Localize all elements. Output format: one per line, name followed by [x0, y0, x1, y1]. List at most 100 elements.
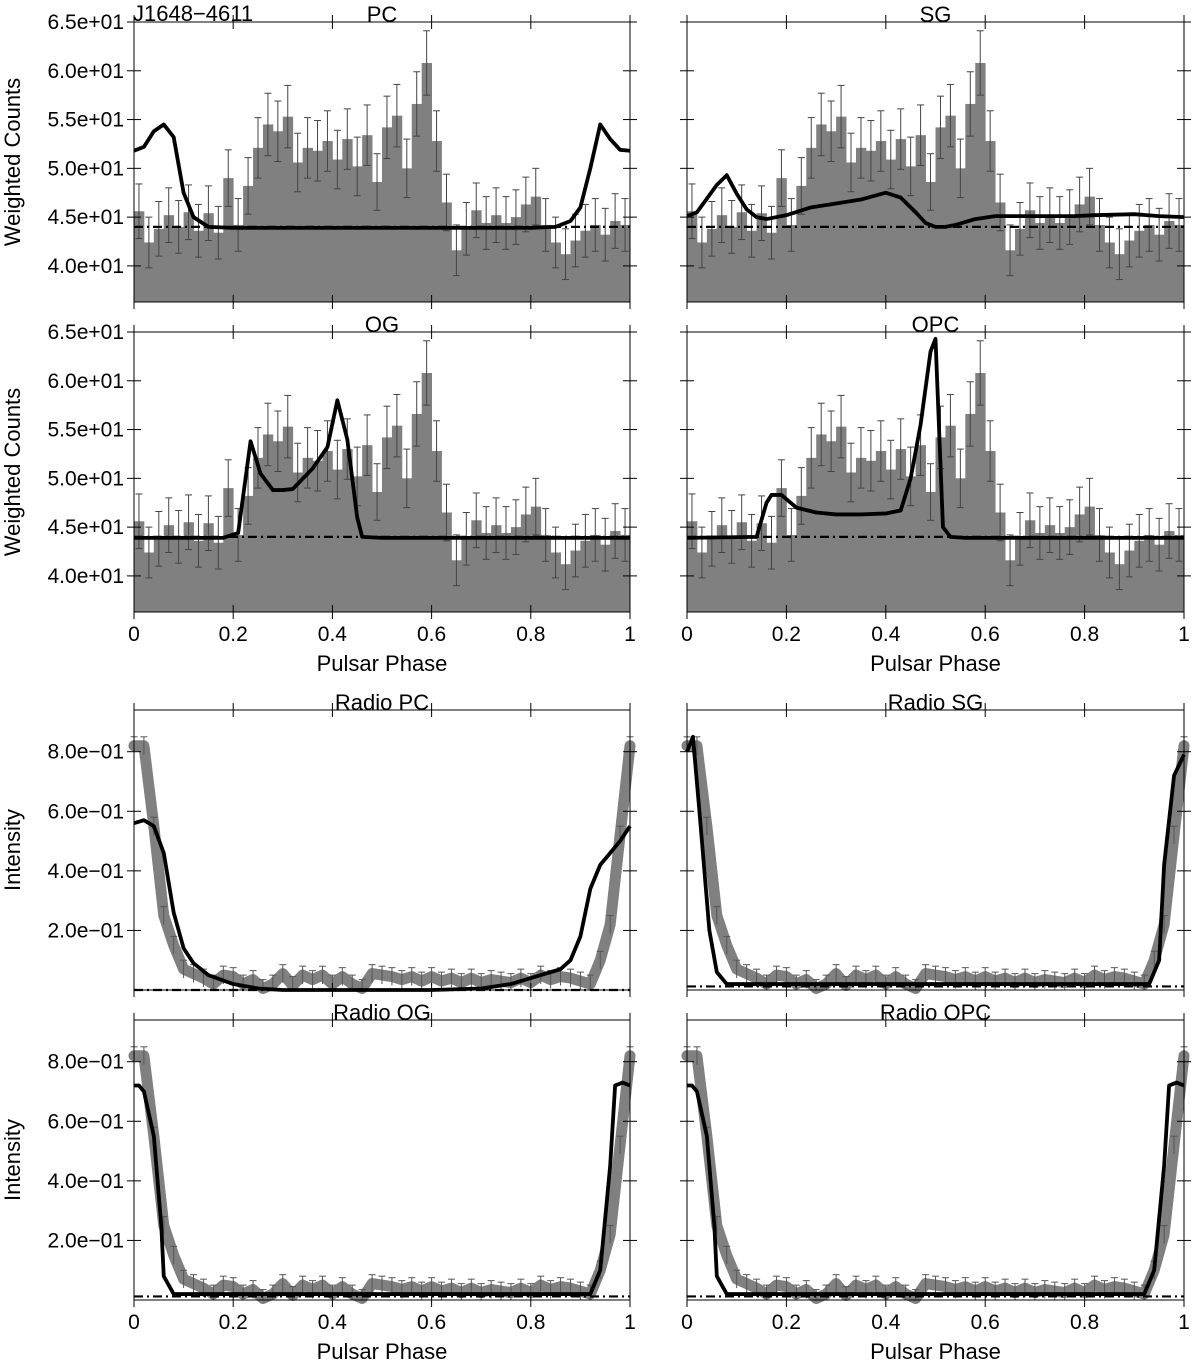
histogram-bar — [223, 178, 234, 302]
histogram-bar — [706, 538, 718, 612]
histogram-bar — [253, 147, 264, 302]
histogram-bar — [471, 520, 482, 612]
histogram-bar — [945, 115, 956, 302]
histogram-bar — [501, 532, 512, 612]
histogram-bar — [510, 217, 522, 302]
histogram-bar — [173, 536, 184, 612]
histogram-bar — [342, 449, 353, 612]
histogram-bar — [806, 147, 817, 302]
histogram-bar — [726, 536, 738, 612]
y-axis-label: Intensity — [0, 809, 25, 891]
histogram-bar — [1064, 527, 1076, 612]
histogram-bar — [600, 544, 611, 612]
histogram-bar — [590, 224, 601, 302]
histogram-bar — [253, 457, 264, 612]
histogram-bar — [925, 492, 936, 612]
histogram-bar — [935, 437, 946, 612]
histogram-bar — [945, 425, 956, 612]
histogram-bar — [540, 534, 552, 612]
x-tick-label: 0.2 — [772, 1311, 801, 1334]
y-tick-label: 4.0e−01 — [48, 860, 125, 883]
histogram-bar — [836, 116, 847, 302]
x-axis-label: Pulsar Phase — [317, 1339, 448, 1362]
histogram-bar — [1104, 552, 1115, 612]
histogram-bar — [520, 514, 532, 612]
histogram-bar — [855, 457, 867, 612]
histogram-bar — [796, 185, 807, 302]
histogram-bar — [550, 552, 561, 612]
histogram-bar — [1154, 234, 1165, 302]
histogram-bar — [855, 147, 867, 302]
plot-frame — [686, 21, 1185, 303]
histogram-bar — [292, 472, 304, 612]
histogram-bar — [995, 512, 1006, 612]
histogram-bar — [1015, 538, 1026, 612]
histogram-bar — [826, 441, 837, 612]
y-tick-label: 4.5e+01 — [48, 516, 125, 539]
x-tick-label: 0.4 — [318, 1311, 348, 1334]
histogram-bar — [826, 131, 837, 302]
histogram-bar — [530, 506, 542, 612]
histogram-bar — [885, 469, 897, 612]
y-tick-label: 4.0e−01 — [48, 1170, 125, 1193]
histogram-bar — [620, 534, 631, 612]
histogram-bar — [183, 212, 194, 302]
histogram-bar — [1024, 520, 1036, 612]
histogram-bar — [153, 228, 165, 302]
histogram-bar — [736, 212, 748, 302]
x-tick-label: 0.2 — [219, 623, 248, 646]
histogram-bar — [985, 141, 996, 302]
histogram-bar — [530, 196, 542, 302]
x-tick-label: 0.8 — [516, 1311, 545, 1334]
histogram-bar — [1084, 196, 1095, 302]
x-tick-label: 1 — [624, 1311, 636, 1334]
panel-title: PC — [367, 2, 398, 27]
histogram-bar — [1064, 217, 1076, 302]
y-tick-label: 2.0e−01 — [48, 919, 125, 942]
model-light-curve — [134, 1080, 631, 1296]
histogram-bar — [391, 115, 403, 302]
panel-radio-og: 2.0e−01 4.0e−01 6.0e−01 8.0e−01 0 0.2 0.4 0.6 0.… — [0, 1000, 637, 1362]
histogram-bar — [401, 168, 413, 302]
y-tick-label: 5.5e+01 — [48, 419, 125, 442]
histogram-bar — [1094, 224, 1105, 302]
histogram-bar — [481, 532, 492, 612]
histogram-bar — [1144, 534, 1155, 612]
panel-title: Radio OPC — [880, 1000, 991, 1025]
histogram-bar — [461, 228, 472, 302]
histogram-bar — [696, 242, 708, 302]
histogram-bar — [796, 495, 807, 612]
histogram-bar — [746, 540, 757, 612]
histogram-bar — [163, 215, 175, 302]
model-light-curve — [686, 173, 1185, 229]
y-tick-label: 6.0e+01 — [48, 60, 125, 83]
y-tick-label: 6.0e−01 — [48, 1110, 125, 1133]
panel-pc: 4.0e+01 4.5e+01 5.0e+01 5.5e+01 6.0e+01 6.5e+… — [0, 2, 637, 309]
histogram-bar — [716, 525, 728, 612]
histogram-bar — [736, 522, 748, 612]
histogram-bar — [985, 451, 996, 612]
histogram-bar — [501, 222, 512, 302]
histogram-bar — [163, 525, 175, 612]
histogram-bar — [806, 457, 817, 612]
y-axis-label: Weighted Counts — [0, 388, 25, 556]
y-tick-label: 2.0e−01 — [48, 1229, 125, 1252]
histogram-bar — [372, 182, 383, 302]
histogram-bar — [1134, 230, 1145, 302]
x-tick-label: 0.8 — [1070, 1311, 1099, 1334]
plot-frame — [133, 709, 631, 991]
plot-frame — [133, 21, 631, 303]
histogram-bar — [1094, 534, 1105, 612]
histogram-bar — [905, 166, 917, 302]
histogram-bar — [461, 538, 472, 612]
radio-observed-profile — [681, 1050, 1190, 1305]
x-tick-label: 0.2 — [772, 623, 801, 646]
histogram-bar — [885, 159, 897, 302]
histogram-bar — [816, 434, 827, 612]
x-axis-label: Pulsar Phase — [317, 651, 448, 676]
histogram-bar — [995, 202, 1006, 302]
histogram-bar — [441, 512, 452, 612]
plot-frame — [133, 1019, 631, 1301]
histogram-bar — [193, 540, 204, 612]
histogram-bar — [1124, 240, 1135, 302]
